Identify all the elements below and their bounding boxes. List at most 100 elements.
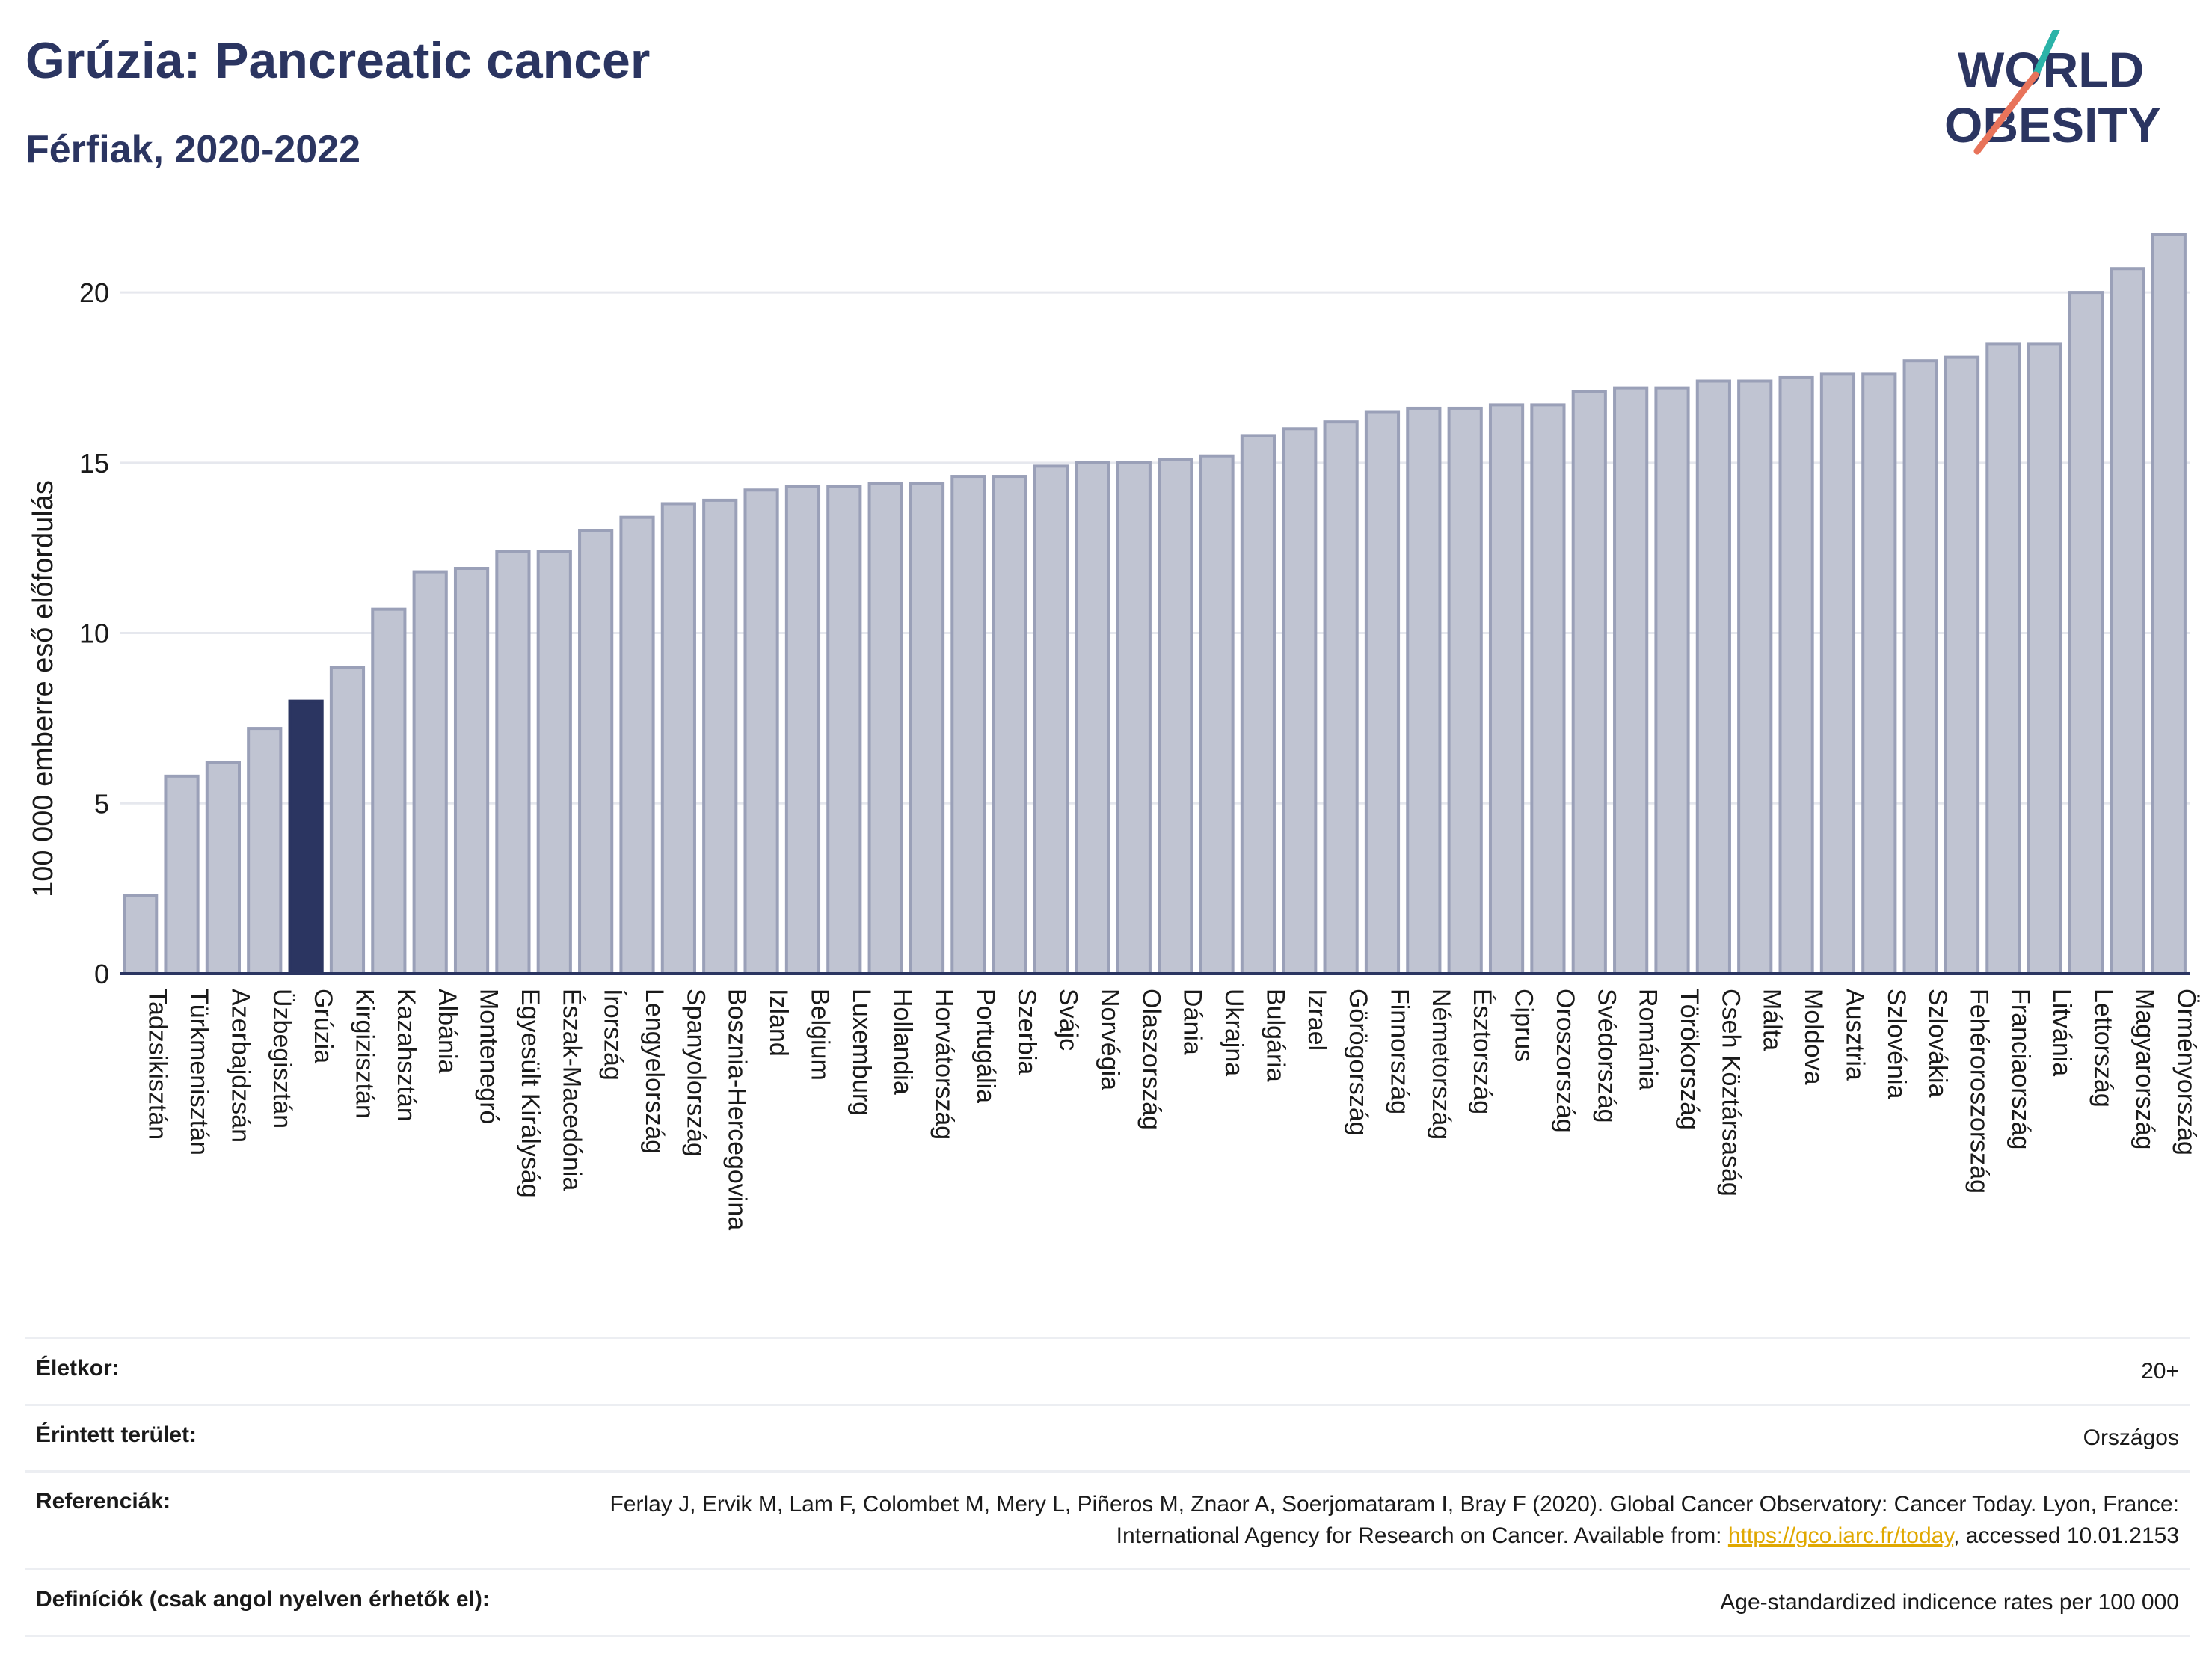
age-label: Életkor:: [36, 1356, 120, 1381]
bar-10: [536, 550, 572, 975]
area-value: Országos: [2083, 1425, 2179, 1450]
bar-33: [1488, 403, 1525, 975]
x-tick-label-33: Ciprus: [1510, 989, 1538, 1062]
y-tick-label-4: 20: [79, 277, 109, 308]
x-tick-label-11: Írország: [599, 989, 627, 1081]
y-axis-ticks: 0 5 10 15 20: [79, 277, 109, 989]
bar-38: [1695, 379, 1731, 975]
x-tick-label-27: Bulgária: [1261, 989, 1289, 1082]
bar-34: [1530, 403, 1566, 975]
x-tick-label-10: Észak-Macedónia: [557, 989, 586, 1191]
bar-26: [1199, 454, 1235, 975]
x-tick-label-1: Türkmenisztán: [185, 989, 213, 1155]
info-row-references: Referenciák: Ferlay J, Ervik M, Lam F, C…: [25, 1470, 2190, 1568]
x-tick-label-30: Finnország: [1385, 989, 1413, 1114]
x-tick-label-19: Horvátország: [930, 989, 959, 1140]
x-tick-label-39: Málta: [1758, 989, 1787, 1051]
bar-48: [2110, 267, 2145, 975]
y-tick-label-2: 10: [79, 618, 109, 649]
x-tick-label-37: Törökország: [1675, 989, 1703, 1130]
x-tick-label-41: Ausztria: [1840, 989, 1869, 1081]
x-tick-label-14: Bosznia-Hercegovina: [723, 989, 752, 1230]
x-tick-label-5: Kirgizisztán: [350, 989, 378, 1119]
y-axis-label: 100 000 emberre eső előfordulás: [28, 480, 59, 897]
page-title: Grúzia: Pancreatic cancer: [25, 32, 651, 89]
x-tick-label-48: Magyarország: [2130, 989, 2159, 1149]
age-value: 20+: [2141, 1359, 2179, 1384]
bar-22: [1033, 464, 1069, 975]
page-subtitle: Férfiak, 2020-2022: [25, 128, 361, 171]
ref-text: Ferlay J, Ervik M, Lam F, Colombet M, Me…: [609, 1492, 2179, 1548]
bar-27: [1240, 434, 1276, 975]
x-tick-label-9: Egyesült Királyság: [516, 989, 544, 1198]
info-table: Életkor: 20+ Érintett terület: Országos …: [25, 1337, 2190, 1637]
y-tick-label-1: 5: [94, 788, 109, 819]
x-tick-label-42: Szlovénia: [1882, 989, 1911, 1099]
bars: [123, 233, 2187, 976]
bar-49: [2151, 233, 2187, 975]
info-row-definitions: Definíciók (csak angol nyelven érhetők e…: [25, 1568, 2190, 1637]
bar-15: [743, 488, 779, 975]
logo-slash-coral: [1973, 71, 2039, 155]
def-label: Definíciók (csak angol nyelven érhetők e…: [36, 1587, 490, 1612]
x-tick-label-0: Tadzsikisztán: [144, 989, 172, 1140]
x-tick-label-17: Luxemburg: [847, 989, 876, 1116]
bar-35: [1571, 390, 1607, 975]
bar-47: [2068, 291, 2104, 976]
x-tick-label-36: Románia: [1634, 989, 1662, 1090]
bar-19: [909, 482, 945, 975]
x-tick-label-20: Portugália: [971, 989, 1000, 1103]
bar-42: [1861, 372, 1897, 975]
x-tick-label-29: Görögország: [1344, 989, 1372, 1136]
area-label: Érintett terület:: [36, 1422, 197, 1447]
bar-18: [867, 482, 903, 975]
bar-31: [1406, 406, 1442, 975]
x-tick-label-40: Moldova: [1799, 989, 1828, 1085]
x-tick-label-13: Spanyolország: [681, 989, 710, 1157]
x-tick-label-25: Dánia: [1179, 989, 1207, 1055]
ref-value: Ferlay J, Ervik M, Lam F, Colombet M, Me…: [534, 1489, 2179, 1552]
x-tick-label-32: Észtország: [1468, 989, 1496, 1114]
logo-line1: WORLD: [1958, 42, 2144, 97]
bar-29: [1323, 420, 1359, 975]
bar-46: [2027, 342, 2062, 975]
bar-13: [660, 502, 696, 975]
x-tick-label-28: Izrael: [1303, 989, 1331, 1051]
bar-28: [1282, 427, 1318, 975]
x-tick-label-22: Svájc: [1054, 989, 1083, 1051]
x-tick-label-38: Cseh Köztársaság: [1716, 989, 1745, 1197]
x-tick-label-15: Izland: [764, 989, 793, 1057]
bar-40: [1778, 375, 1814, 976]
bar-6: [371, 607, 407, 975]
bar-45: [1985, 342, 2021, 975]
bar-36: [1613, 386, 1649, 975]
x-tick-label-31: Németország: [1427, 989, 1455, 1140]
bar-17: [826, 485, 862, 975]
x-tick-label-23: Norvégia: [1096, 989, 1124, 1090]
info-row-age: Életkor: 20+: [25, 1337, 2190, 1404]
x-tick-label-7: Albánia: [433, 989, 461, 1074]
bar-5: [329, 666, 366, 975]
bar-39: [1737, 379, 1773, 975]
x-tick-label-46: Litvánia: [2047, 989, 2076, 1076]
x-tick-label-26: Ukrajna: [1220, 989, 1248, 1076]
x-tick-label-3: Üzbegisztán: [268, 989, 296, 1129]
ref-link[interactable]: https://gco.iarc.fr/today: [1727, 1523, 1954, 1548]
x-tick-label-2: Azerbajdzsán: [226, 989, 254, 1143]
bar-23: [1075, 461, 1110, 975]
bar-11: [578, 529, 614, 975]
bar-41: [1819, 372, 1856, 975]
y-tick-label-3: 15: [79, 448, 109, 479]
bar-37: [1654, 386, 1690, 975]
x-tick-label-35: Svédország: [1592, 989, 1620, 1123]
world-obesity-logo: WORLD OBESITY: [1944, 30, 2161, 155]
x-tick-label-21: Szerbia: [1013, 989, 1041, 1075]
logo-slash-teal: [2032, 30, 2060, 79]
bar-8: [453, 567, 490, 975]
bar-14: [702, 498, 738, 975]
x-tick-label-47: Lettország: [2089, 989, 2118, 1108]
bar-7: [412, 570, 448, 975]
bar-25: [1158, 458, 1193, 975]
bar-16: [784, 485, 821, 975]
x-tick-label-8: Montenegró: [475, 989, 503, 1124]
